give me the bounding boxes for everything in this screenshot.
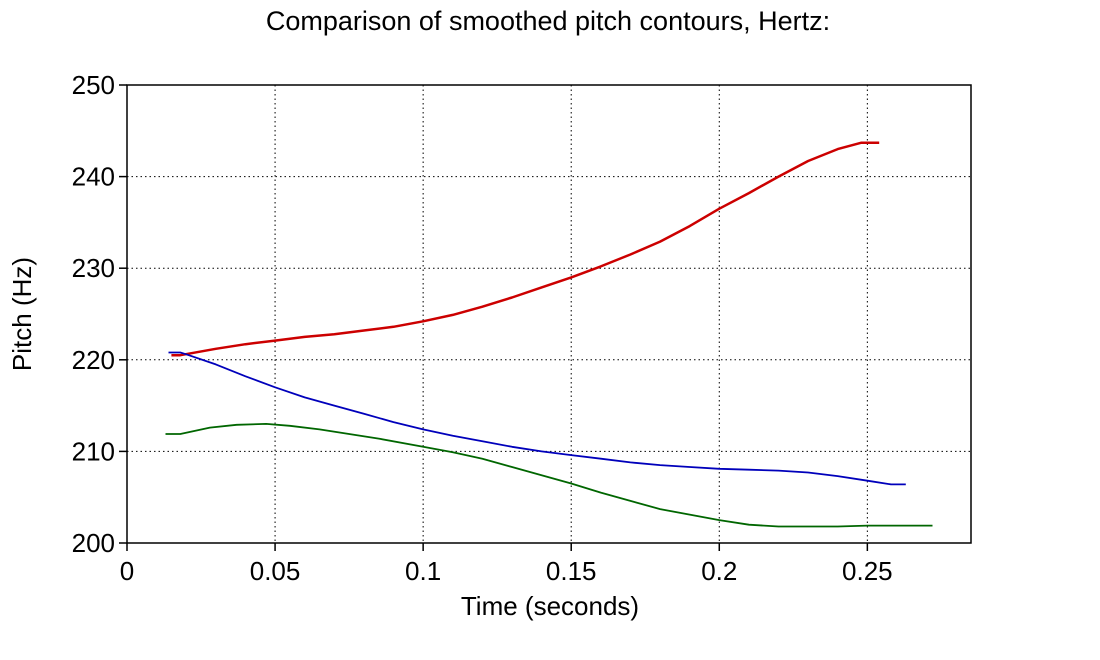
y-tick-label: 240 — [72, 162, 115, 192]
x-tick-label: 0.05 — [250, 556, 301, 586]
gridlines — [127, 85, 971, 543]
x-tick-label: 0.1 — [405, 556, 441, 586]
y-axis: 200 210 220 230 240 250 — [72, 70, 127, 558]
plot-area-frame — [126, 84, 972, 544]
series-line-3 — [165, 422, 933, 528]
x-tick-label: 0.25 — [842, 556, 893, 586]
x-axis-label: Time (seconds) — [461, 591, 639, 621]
series-layer — [165, 141, 933, 528]
y-tick-label: 200 — [72, 528, 115, 558]
y-axis-label: Pitch (Hz) — [7, 257, 37, 371]
chart-title: Comparison of smoothed pitch contours, H… — [266, 6, 830, 36]
y-tick-label: 220 — [72, 345, 115, 375]
y-tick-label: 250 — [72, 70, 115, 100]
series-line-1 — [171, 141, 880, 357]
x-tick-label: 0 — [120, 556, 134, 586]
y-tick-label: 230 — [72, 253, 115, 283]
x-tick-label: 0.2 — [701, 556, 737, 586]
y-tick-label: 210 — [72, 436, 115, 466]
x-tick-label: 0.15 — [546, 556, 597, 586]
x-axis: 0 0.05 0.1 0.15 0.2 0.25 — [120, 543, 893, 586]
series-line-2 — [168, 351, 906, 486]
